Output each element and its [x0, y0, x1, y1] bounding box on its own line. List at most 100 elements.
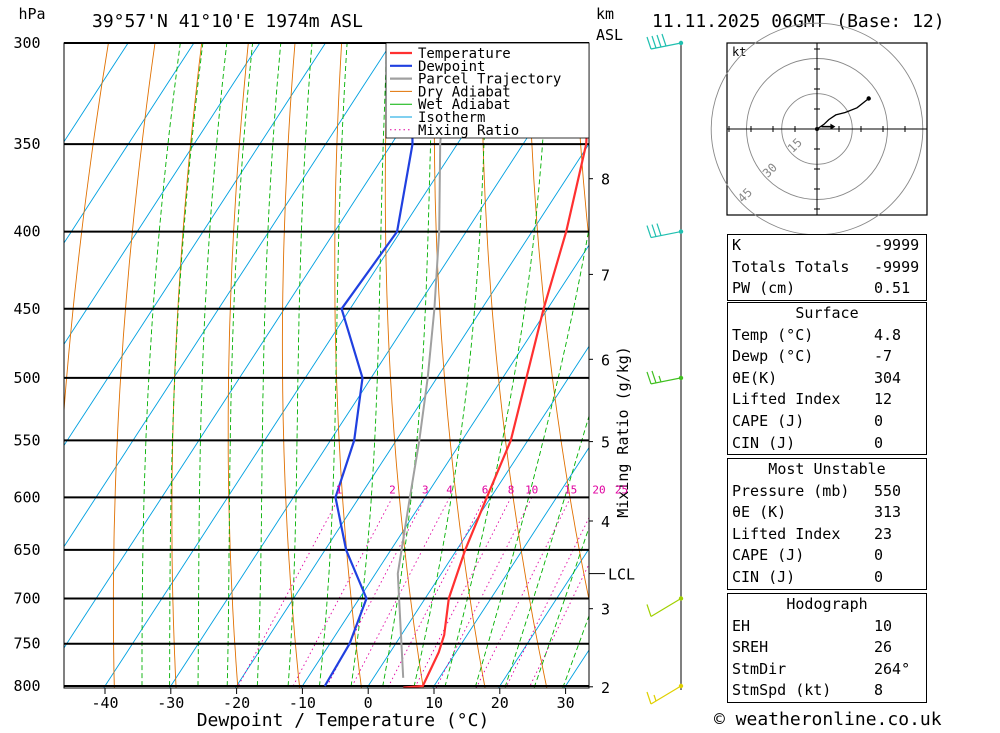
index-row: CIN (J) 0	[728, 567, 926, 589]
km-tick-label: 4	[601, 513, 610, 531]
height-ref-label: ASL	[596, 26, 623, 44]
temperature-tick-label: -30	[157, 694, 184, 712]
index-row: EH 10	[728, 616, 926, 638]
isotherm-line	[103, 43, 524, 688]
index-label: CAPE (J)	[732, 546, 805, 565]
temperature-tick-label: -20	[223, 694, 250, 712]
mixing-ratio-axis-title: Mixing Ratio (g/kg)	[614, 346, 632, 518]
isotherm-line	[366, 345, 589, 688]
index-label: CIN (J)	[732, 567, 796, 586]
index-row: Pressure (mb) 550	[728, 481, 926, 503]
wet-adiabat-line	[381, 43, 435, 688]
indices-unstable-table: Most Unstable Pressure (mb) 550 θE (K) 313 L…	[727, 458, 927, 590]
isotherm-line	[497, 547, 589, 688]
mixing-ratio-line	[505, 516, 589, 688]
index-label: CAPE (J)	[732, 411, 805, 430]
index-row: PW (cm) 0.51	[728, 278, 926, 300]
index-value: 12	[874, 390, 893, 409]
wet-adiabat-line	[169, 43, 204, 688]
wet-adiabat-line	[226, 43, 254, 688]
hodograph-end-dot	[866, 96, 871, 101]
index-row: Totals Totals -9999	[728, 257, 926, 279]
index-label: CIN (J)	[732, 433, 796, 452]
wet-adiabat-line	[287, 43, 313, 688]
km-tick-label: 7	[601, 266, 610, 284]
dry-adiabat-line	[995, 43, 1000, 702]
index-row: Lifted Index 23	[728, 524, 926, 546]
temperature-tick-label: 20	[491, 694, 509, 712]
legend-entry: Temperature	[418, 46, 511, 62]
pressure-tick-label: 350	[13, 135, 40, 153]
index-row: CAPE (J) 0	[728, 411, 926, 433]
index-row: StmSpd (kt) 8	[728, 680, 926, 702]
dry-adiabat-line	[64, 43, 109, 417]
isotherm-line	[64, 43, 326, 447]
wind-barb	[646, 370, 684, 385]
hodograph-unit: kt	[732, 45, 746, 59]
index-label: PW (cm)	[732, 279, 796, 298]
copyright[interactable]: © weatheronline.co.uk	[714, 709, 942, 730]
pressure-tick-label: 650	[13, 541, 40, 559]
index-value: -9999	[874, 236, 920, 254]
index-value: -7	[874, 347, 893, 366]
lcl-label: LCL	[608, 566, 635, 584]
x-axis-title: Dewpoint / Temperature (°C)	[197, 710, 490, 731]
index-value: 0	[874, 546, 884, 565]
parcel-trajectory-line	[396, 43, 449, 678]
dry-adiabat-line	[433, 43, 486, 688]
isotherm-line	[64, 43, 195, 244]
wind-barb	[646, 33, 684, 50]
dry-adiabat-line	[171, 43, 203, 688]
legend-entry: Dry Adiabat	[418, 84, 511, 100]
temperature-tick-label: -10	[289, 694, 316, 712]
isotherm-line	[168, 43, 589, 688]
index-label: θE (K)	[732, 503, 787, 522]
index-label: θE(K)	[732, 368, 778, 387]
dry-adiabat-line	[481, 43, 548, 688]
location-title: 39°57'N 41°10'E 1974m ASL	[92, 11, 363, 32]
index-value: 0	[874, 433, 884, 452]
wet-adiabat-line	[413, 43, 488, 688]
pressure-tick-label: 750	[13, 635, 40, 653]
index-label: K	[732, 236, 742, 254]
temperature-tick-label: -40	[91, 694, 118, 712]
km-tick-label: 6	[601, 351, 610, 369]
mixing-ratio-line	[528, 563, 589, 688]
index-value: 0	[874, 567, 884, 586]
index-label: Lifted Index	[732, 390, 841, 409]
mixing-ratio-line	[435, 497, 533, 688]
index-label: Totals Totals	[732, 257, 850, 276]
index-row: CIN (J) 0	[728, 433, 926, 455]
isotherm-line	[64, 43, 392, 548]
dry-adiabat-line	[622, 43, 737, 702]
pressure-tick-label: 550	[13, 431, 40, 449]
index-label: Dewp (°C)	[732, 347, 814, 366]
dewpoint-line	[323, 43, 414, 687]
unstable-title: Most Unstable	[768, 460, 886, 478]
indices-general-table: K -9999 Totals Totals -9999 PW (cm) 0.51	[727, 234, 927, 301]
wind-barb	[646, 596, 684, 617]
index-value: 0.51	[874, 279, 911, 298]
wet-adiabat-line	[256, 43, 282, 688]
indices-hodograph-table: Hodograph EH 10 SREH 26 StmDir 264° StmSpd (kt…	[727, 593, 927, 703]
mixing-ratio-line	[236, 497, 340, 688]
wind-barb	[646, 223, 684, 239]
index-value: 0	[874, 411, 884, 430]
mixing-ratio-label: 20	[592, 483, 605, 496]
mixing-ratio-label: 10	[525, 483, 538, 496]
pressure-tick-label: 700	[13, 590, 40, 608]
index-label: SREH	[732, 638, 769, 657]
temperature-tick-label: 0	[364, 694, 373, 712]
isotherm-line	[64, 43, 458, 649]
index-row: Temp (°C) 4.8	[728, 325, 926, 347]
hodograph-title: Hodograph	[786, 595, 868, 613]
index-label: Lifted Index	[732, 524, 841, 543]
datetime-title: 11.11.2025 06GMT (Base: 12)	[652, 11, 945, 32]
isotherm-line	[432, 446, 589, 688]
temperature-tick-label: 30	[557, 694, 575, 712]
wet-adiabat-line	[350, 43, 388, 688]
index-row: θE (K) 313	[728, 502, 926, 524]
mixing-ratio-line	[325, 497, 426, 688]
